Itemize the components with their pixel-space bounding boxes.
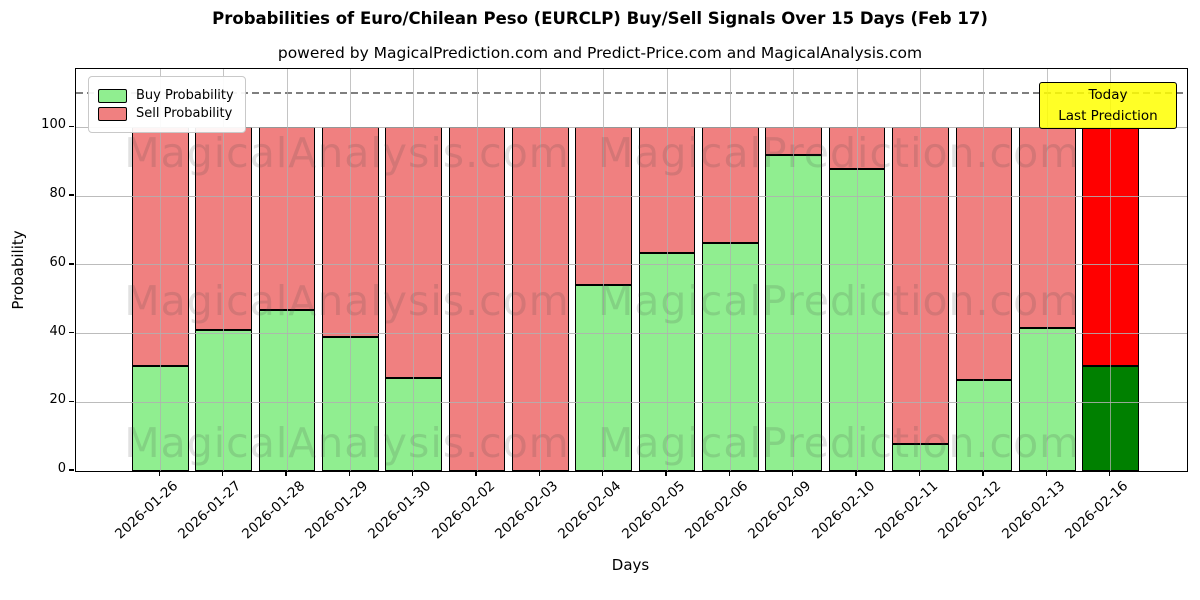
x-tick-label: 2026-01-27 [175, 478, 245, 543]
x-tick-mark [982, 471, 984, 476]
x-tick-mark [348, 471, 351, 476]
x-tick-label: 2026-01-30 [365, 478, 435, 543]
x-tick-mark [285, 471, 287, 476]
y-tick-mark [69, 263, 74, 265]
x-tick-label: 2026-02-13 [998, 478, 1068, 543]
x-gridline [349, 69, 351, 471]
x-tick-mark [918, 471, 921, 476]
x-tick-label: 2026-02-06 [682, 478, 752, 543]
x-gridline [856, 69, 858, 471]
x-tick-label: 2026-02-04 [555, 478, 625, 543]
y-gridline [76, 195, 1187, 197]
x-tick-label: 2026-01-26 [111, 478, 182, 543]
y-tick-mark [69, 125, 74, 128]
x-gridline [476, 69, 478, 471]
watermark-text: MagicalPrediction.com [597, 277, 1081, 325]
today-annotation-line2: Last Prediction [1058, 107, 1158, 124]
watermark-text: MagicalPrediction.com [597, 419, 1081, 467]
x-gridline [286, 69, 288, 471]
x-gridline [159, 69, 161, 471]
x-tick-label: 2026-02-09 [745, 478, 815, 543]
watermark-text: MagicalAnalysis.com [124, 129, 570, 177]
y-tick-mark [69, 469, 74, 471]
plot-area: MagicalAnalysis.com MagicalPrediction.com… [75, 68, 1188, 472]
x-tick-label: 2026-02-05 [618, 478, 688, 543]
x-axis-title: Days [611, 556, 650, 574]
y-tick-mark [69, 194, 74, 196]
x-tick-mark [1108, 471, 1111, 476]
y-gridline [76, 401, 1187, 403]
chart-title: Probabilities of Euro/Chilean Peso (EURC… [212, 9, 988, 28]
watermark-text: MagicalAnalysis.com [124, 277, 570, 325]
y-axis-title: Probability [9, 230, 27, 310]
x-tick-label: 2026-02-02 [428, 478, 498, 543]
x-tick-mark [602, 471, 604, 476]
legend-label-sell: Sell Probability [136, 106, 233, 121]
y-gridline [76, 333, 1187, 335]
y-tick-label: 60 [49, 254, 66, 270]
x-tick-label: 2026-01-29 [302, 478, 372, 543]
x-tick-mark [855, 471, 857, 476]
y-gridline [76, 126, 1187, 128]
x-tick-mark [792, 471, 794, 476]
x-gridline [793, 69, 795, 471]
y-tick-label: 0 [57, 461, 66, 476]
x-tick-label: 2026-02-10 [808, 478, 878, 543]
today-annotation-line1: Today [1088, 87, 1128, 104]
x-tick-label: 2026-02-16 [1062, 478, 1132, 543]
x-tick-mark [221, 471, 224, 476]
y-tick-label: 100 [41, 117, 66, 133]
y-tick-mark [69, 331, 74, 334]
y-gridline [76, 264, 1187, 266]
x-gridline [223, 69, 225, 471]
x-gridline [1110, 69, 1112, 471]
x-tick-mark [728, 471, 731, 476]
x-tick-mark [665, 471, 667, 476]
x-tick-mark [538, 471, 541, 476]
watermark-text: MagicalPrediction.com [597, 129, 1081, 177]
buy-color-swatch [98, 88, 127, 103]
x-tick-mark [412, 471, 414, 476]
legend-item-sell: Sell Probability [98, 106, 234, 121]
x-tick-label: 2026-02-12 [935, 478, 1005, 543]
y-tick-mark [69, 400, 74, 402]
x-tick-label: 2026-02-03 [492, 478, 562, 543]
legend-item-buy: Buy Probability [98, 88, 234, 103]
dashed-reference-line [76, 92, 1187, 94]
legend: Buy Probability Sell Probability [88, 76, 246, 133]
legend-label-buy: Buy Probability [136, 88, 234, 103]
x-gridline [539, 69, 541, 471]
sell-color-swatch [98, 106, 127, 121]
y-tick-label: 20 [49, 392, 66, 408]
x-gridline [920, 69, 921, 471]
x-tick-mark [1045, 471, 1047, 476]
watermark-text: MagicalAnalysis.com [124, 419, 570, 467]
x-gridline [983, 69, 985, 471]
x-gridline [413, 69, 415, 471]
chart-subtitle: powered by MagicalPrediction.com and Pre… [277, 44, 923, 62]
x-gridline [603, 69, 605, 471]
y-tick-label: 80 [49, 186, 66, 202]
x-gridline [1046, 69, 1048, 471]
x-tick-mark [158, 471, 160, 476]
x-tick-label: 2026-02-11 [872, 478, 942, 543]
x-gridline [666, 69, 668, 471]
x-tick-mark [475, 471, 477, 476]
x-gridline [729, 69, 731, 471]
y-tick-label: 40 [49, 323, 66, 339]
x-tick-label: 2026-01-28 [238, 478, 308, 543]
today-annotation: Today Last Prediction [1039, 82, 1177, 129]
